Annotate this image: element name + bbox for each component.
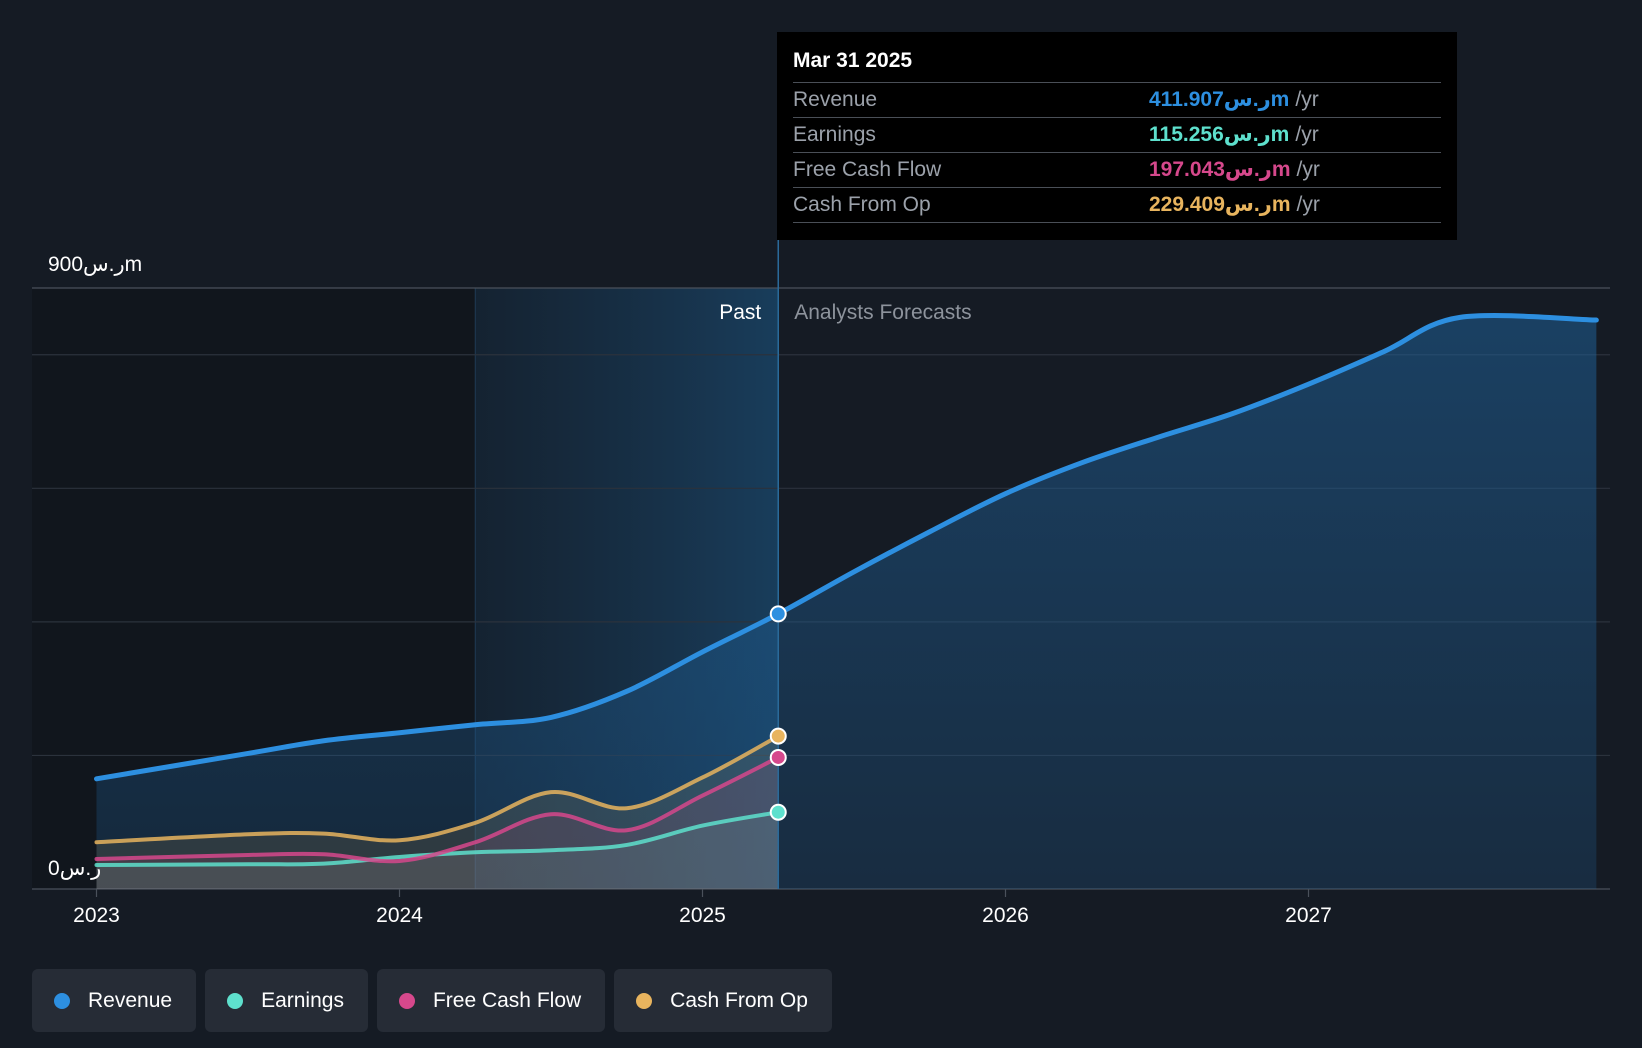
revenue-line xyxy=(94,313,1599,782)
series-markers xyxy=(769,605,787,821)
tooltip-value: 411.907ر.سm/yr xyxy=(1149,88,1319,111)
revenue-area xyxy=(96,315,1597,890)
revenue-dot-icon xyxy=(54,992,70,1009)
x-tick-label: 2023 xyxy=(73,904,120,927)
cfo-line xyxy=(94,734,781,845)
tooltip-label: Cash From Op xyxy=(793,193,931,216)
tooltip-value: 229.409ر.سm/yr xyxy=(1149,193,1320,216)
legend-item-revenue[interactable]: Revenue xyxy=(32,969,197,1032)
y-axis-top-label: 900ر.سm xyxy=(48,253,142,276)
series-areas xyxy=(96,315,1597,890)
earnings-marker[interactable] xyxy=(769,803,787,821)
x-tick-label: 2027 xyxy=(1285,904,1332,927)
legend-label: Earnings xyxy=(261,988,344,1012)
x-tick-label: 2025 xyxy=(679,904,726,927)
earnings-line xyxy=(94,810,781,867)
tooltip-row-revenue: Revenue 411.907ر.سm/yr xyxy=(793,83,1441,118)
data-tooltip: Mar 31 2025 Revenue 411.907ر.سm/yr Earni… xyxy=(777,32,1457,240)
cash-from-op-dot-icon xyxy=(636,992,653,1009)
fcf-line xyxy=(94,755,781,864)
fcf-marker[interactable] xyxy=(769,748,787,766)
earnings-area xyxy=(96,812,779,889)
series-lines xyxy=(94,313,1599,867)
tooltip-row-cash-from-op: Cash From Op 229.409ر.سm/yr xyxy=(793,188,1441,223)
x-axis: 2023 2024 2025 2026 2027 xyxy=(73,889,1332,927)
tooltip-label: Free Cash Flow xyxy=(793,158,942,181)
legend-label: Revenue xyxy=(88,988,173,1012)
x-tick-label: 2026 xyxy=(982,904,1029,927)
cfo-marker[interactable] xyxy=(769,727,787,745)
tooltip-label: Earnings xyxy=(793,123,876,146)
past-label: Past xyxy=(719,301,761,324)
free-cash-flow-dot-icon xyxy=(398,992,415,1009)
legend-item-cash-from-op[interactable]: Cash From Op xyxy=(614,969,832,1032)
legend-item-earnings[interactable]: Earnings xyxy=(205,969,368,1032)
legend-item-free-cash-flow[interactable]: Free Cash Flow xyxy=(376,969,606,1032)
cfo-area xyxy=(96,736,779,889)
y-axis-bottom-label: 0ر.س xyxy=(48,857,101,880)
x-tick-label: 2024 xyxy=(376,904,423,927)
revenue-marker[interactable] xyxy=(769,605,787,623)
tooltip-row-earnings: Earnings 115.256ر.سm/yr xyxy=(793,118,1441,153)
legend-label: Cash From Op xyxy=(670,988,808,1012)
forecast-label: Analysts Forecasts xyxy=(794,301,971,324)
tooltip-value: 197.043ر.سm/yr xyxy=(1149,158,1320,181)
tooltip-date: Mar 31 2025 xyxy=(793,46,1441,83)
tooltip-label: Revenue xyxy=(793,88,878,111)
earnings-dot-icon xyxy=(227,992,244,1009)
chart-legend: Revenue Earnings Free Cash Flow Cash Fro… xyxy=(32,969,832,1032)
legend-label: Free Cash Flow xyxy=(432,988,582,1012)
tooltip-row-free-cash-flow: Free Cash Flow 197.043ر.سm/yr xyxy=(793,153,1441,188)
tooltip-value: 115.256ر.سm/yr xyxy=(1149,123,1319,146)
